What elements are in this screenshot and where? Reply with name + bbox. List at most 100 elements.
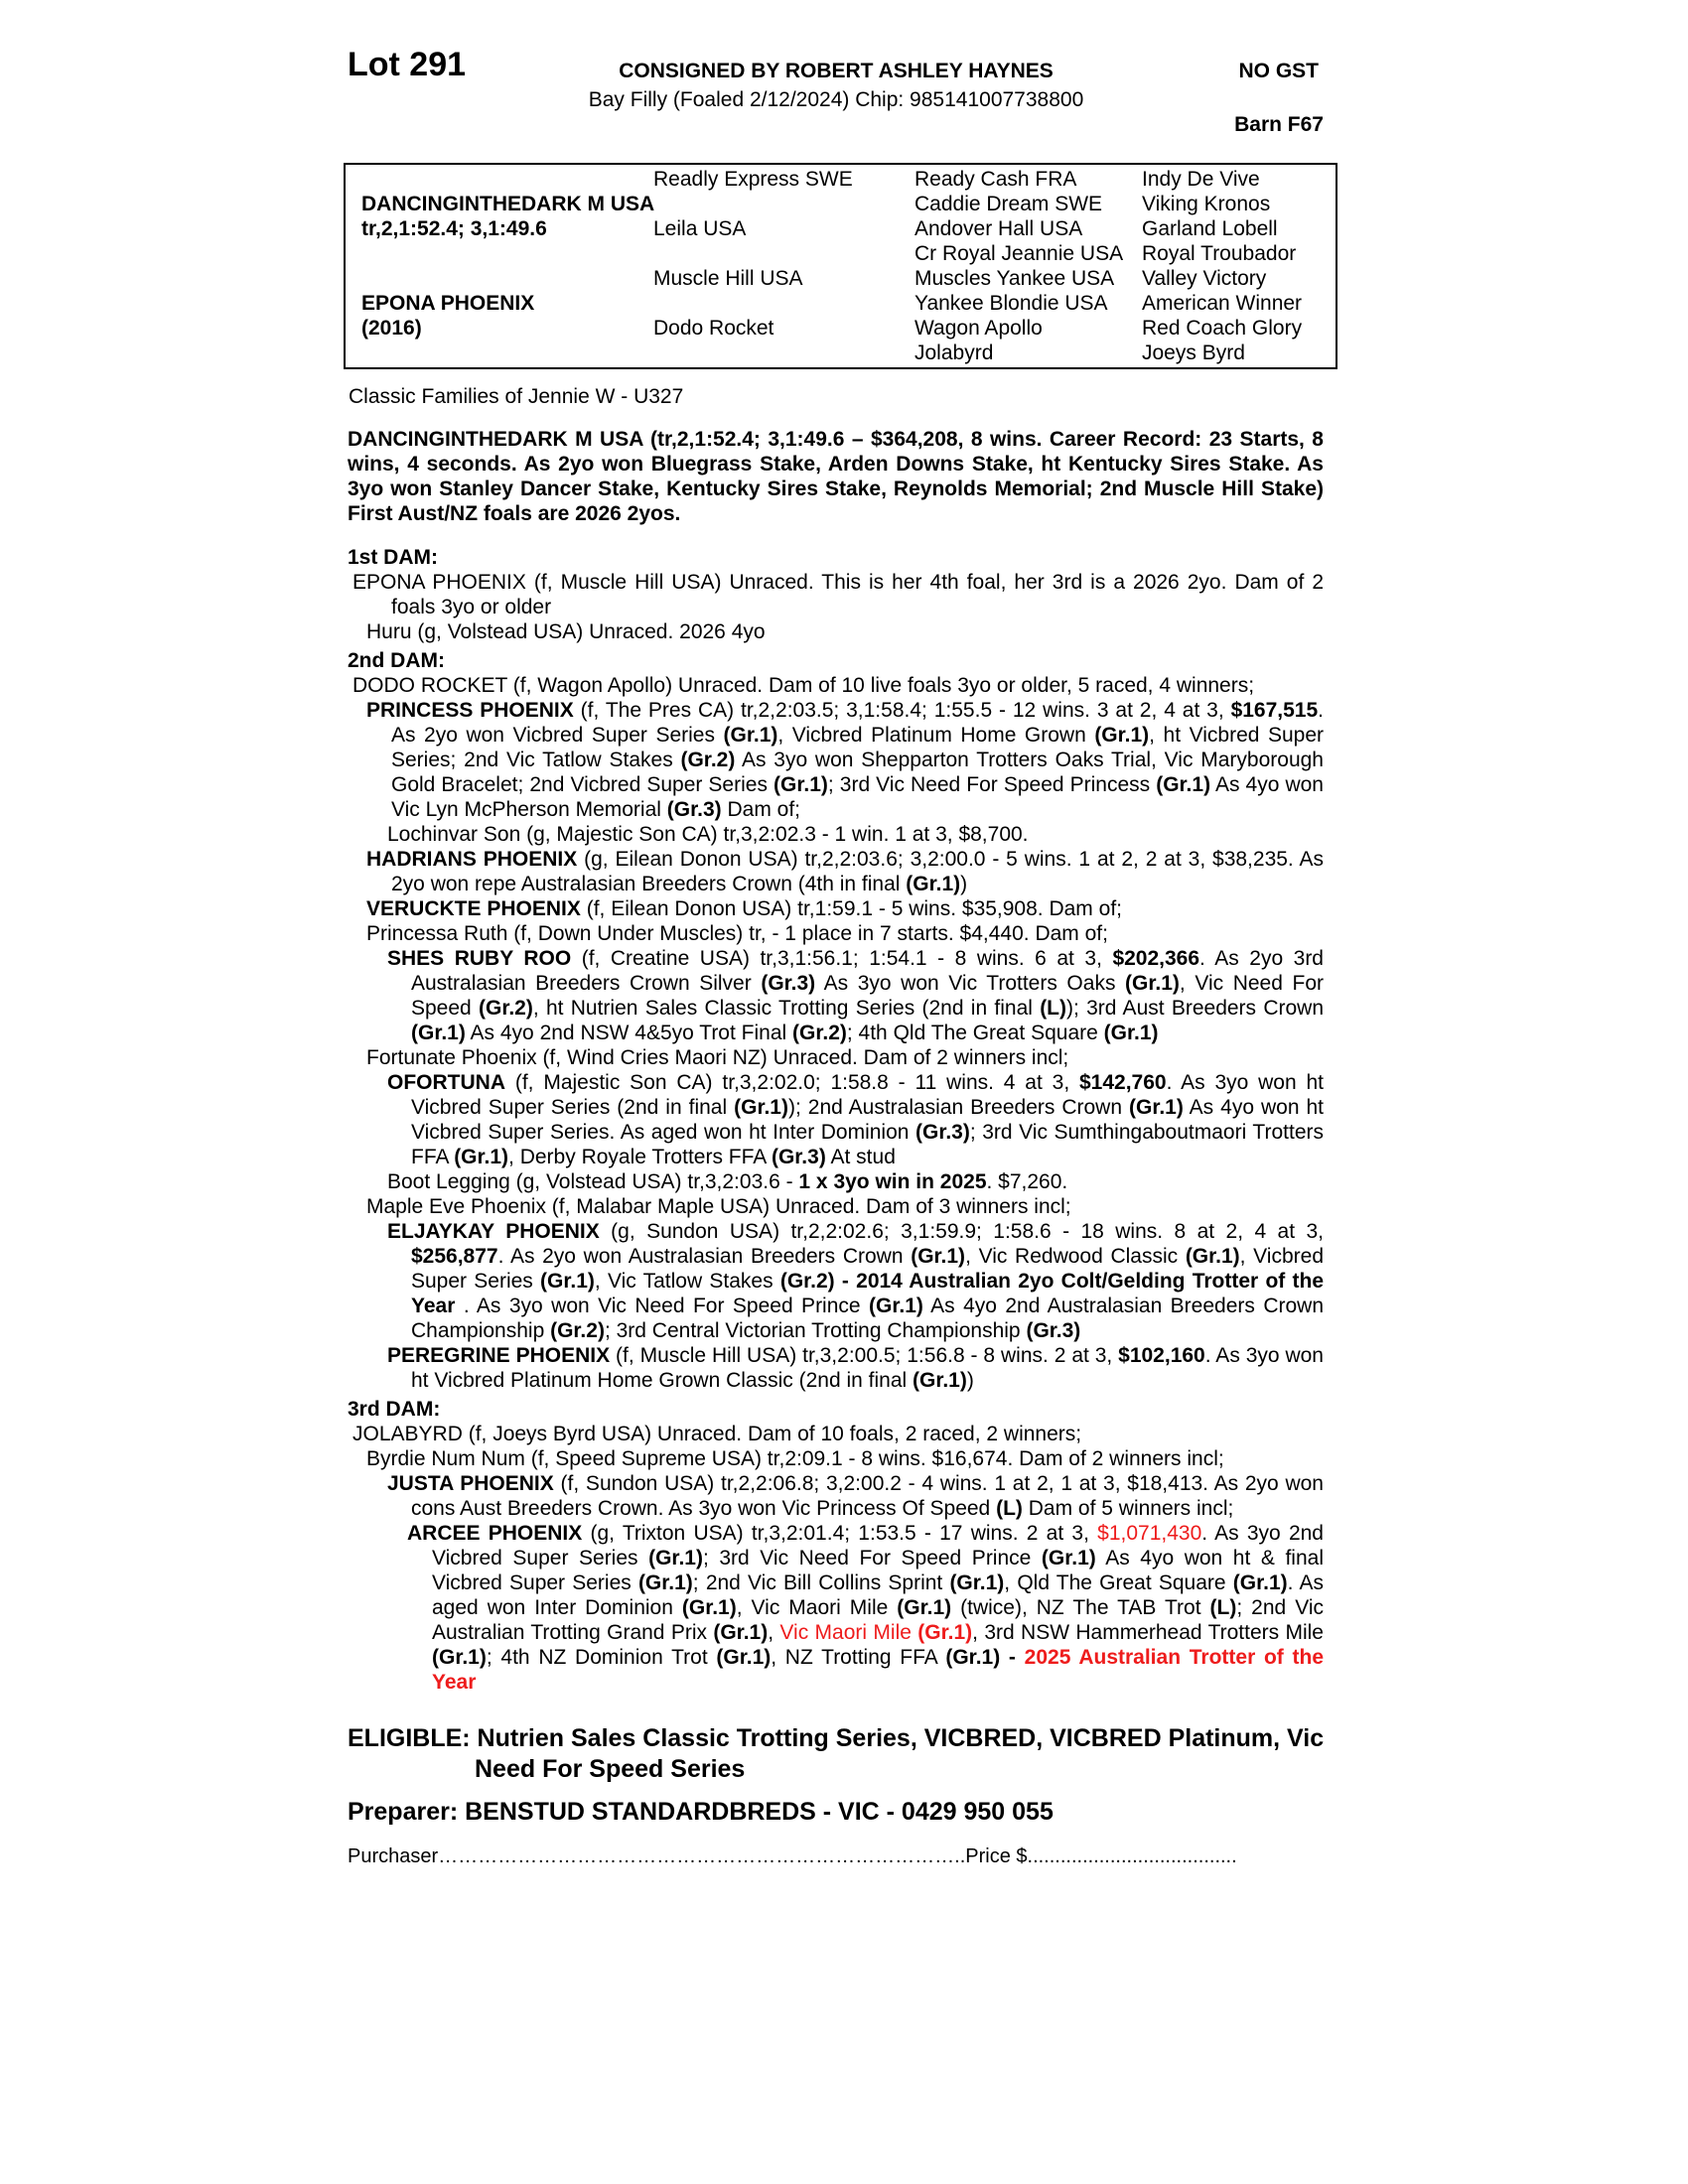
text-run: , Vicbred Super Series [411,1245,1325,1293]
text-run: (f, Eilean Donon USA) tr,1:59.1 - 5 wins… [580,897,1122,920]
bold-text: (Gr.1) [1094,724,1150,747]
bold-text: (Gr.1) [1185,1245,1240,1268]
produce-entry: Princessa Ruth (f, Down Under Muscles) t… [348,921,1324,946]
text-run: , Derby Royale Trotters FFA [508,1146,772,1168]
catalogue-body: DANCINGINTHEDARK M USA (tr,2,1:52.4; 3,1… [348,427,1324,1695]
gst-status: NO GST [1238,60,1319,82]
text-run: . $7,260. [986,1170,1068,1193]
produce-entry: PRINCESS PHOENIX (f, The Pres CA) tr,2,2… [348,698,1324,822]
text-run: (f, Majestic Son CA) tr,3,2:02.0; 1:58.8… [505,1071,1079,1094]
bold-text: (Gr.1) [540,1270,595,1293]
pedigree-table: DANCINGINTHEDARK M USA tr,2,1:52.4; 3,1:… [344,163,1337,369]
bold-text: (Gr.1) [949,1571,1005,1594]
produce-entry: HADRIANS PHOENIX (g, Eilean Donon USA) t… [348,847,1324,896]
bold-text: (Gr.1) [869,1295,923,1317]
bold-text: (Gr.1) [897,1596,952,1619]
text-run: ) [960,873,968,895]
bold-text: $256,877 [411,1245,498,1268]
text-run: ; 3rd Central Victorian Trotting Champio… [604,1319,1027,1342]
pedigree-ancestor-gen2: Leila USA [653,217,747,240]
text-run: Princessa Ruth (f, Down Under Muscles) t… [366,922,1108,945]
text-run: ); 2nd Australasian Breeders Crown [787,1096,1129,1119]
pedigree-ancestor-gen2: Muscle Hill USA [653,267,803,290]
text-run: ; 2nd Vic Bill Collins Sprint [692,1571,950,1594]
pedigree-ancestor-gen4: American Winner [1142,292,1303,315]
pedigree-dam-year: (2016) [361,317,422,340]
text-run: As 4yo won ht & final Vicbred Super Seri… [432,1547,1324,1594]
pedigree-ancestor-gen3: Jolabyrd [914,341,994,364]
text-run: . As 2yo won Vicbred Super Series [391,699,1324,747]
highlight-text: 2025 Australian Trotter of the Year [432,1646,1325,1694]
pedigree-sire-record: tr,2,1:52.4; 3,1:49.6 [361,217,547,240]
text-run: EPONA PHOENIX (f, Muscle Hill USA) Unrac… [352,571,1324,618]
bold-text: (Gr.1) [774,773,828,796]
bold-text: PEREGRINE PHOENIX [387,1344,611,1367]
text-run: , Vicbred Platinum Home Grown [777,724,1095,747]
bold-text: (Gr.1) [713,1621,769,1644]
bold-text: (Gr.1) [454,1146,509,1168]
barn-location: Barn F67 [1234,113,1324,136]
text-run: (g, Eilean Donon USA) tr,2,2:03.6; 3,2:0… [391,848,1324,895]
bold-text: (Gr.1) [716,1646,772,1669]
text-run: , ht Vicbred Super Series; 2nd Vic Tatlo… [391,724,1325,771]
text-run: , Qld The Great Square [1004,1571,1233,1594]
text-run: . As 3yo won ht Vicbred Super Series (2n… [411,1071,1324,1119]
bold-text: (Gr.1) [913,1369,967,1392]
produce-entry: DODO ROCKET (f, Wagon Apollo) Unraced. D… [348,673,1324,698]
bold-text: (Gr.1) [1232,1571,1288,1594]
pedigree-ancestor-gen3: Andover Hall USA [914,217,1083,240]
family-line: Classic Families of Jennie W - U327 [349,385,684,408]
text-run: (f, Creatine USA) tr,3,1:56.1; 1:54.1 - … [571,947,1113,970]
text-run: ; 4th NZ Dominion Trot [486,1646,717,1669]
pedigree-dam-name: EPONA PHOENIX [361,292,535,315]
produce-entry: VERUCKTE PHOENIX (f, Eilean Donon USA) t… [348,896,1324,921]
text-run: (f, Sundon USA) tr,2,2:06.8; 3,2:00.2 - … [411,1472,1324,1520]
pedigree-ancestor-gen3: Yankee Blondie USA [914,292,1108,315]
produce-entry: Huru (g, Volstead USA) Unraced. 2026 4yo [348,619,1324,644]
produce-entry: Maple Eve Phoenix (f, Malabar Maple USA)… [348,1194,1324,1219]
highlight-text: (Gr.1) [917,1621,973,1644]
text-run: Lochinvar Son (g, Majestic Son CA) tr,3,… [387,823,1029,846]
bold-text: VERUCKTE PHOENIX [366,897,581,920]
footer: ELIGIBLE: Nutrien Sales Classic Trotting… [348,1723,1331,1868]
bold-text: (Gr.1) [734,1096,788,1119]
pedigree-ancestor-gen4: Royal Troubador [1142,242,1297,265]
text-run: ; 3rd Vic Sumthingaboutmaori Trotters FF… [411,1121,1324,1168]
text-run: , Vic Redwood Classic [965,1245,1186,1268]
bold-text: (Gr.3) [771,1146,826,1168]
bold-text: (Gr.1) [432,1646,487,1669]
pedigree-ancestor-gen4: Red Coach Glory [1142,317,1303,340]
text-run: Maple Eve Phoenix (f, Malabar Maple USA)… [366,1195,1071,1218]
text-run: Byrdie Num Num (f, Speed Supreme USA) tr… [366,1447,1224,1470]
bold-text: (L) [1040,997,1067,1020]
text-run: ; 3rd Vic Need For Speed Princess [827,773,1157,796]
text-run: . As 3yo won ht Vicbred Platinum Home Gr… [411,1344,1324,1392]
pedigree-ancestor-gen4: Joeys Byrd [1142,341,1245,364]
text-run: As 4yo won Vic Lyn McPherson Memorial [391,773,1324,821]
produce-entry: SHES RUBY ROO (f, Creatine USA) tr,3,1:5… [348,946,1324,1045]
produce-entry: JOLABYRD (f, Joeys Byrd USA) Unraced. Da… [348,1422,1324,1446]
bold-text: (L) [996,1497,1023,1520]
highlight-text: Vic Maori Mile [779,1621,918,1644]
text-run: ; 4th Qld The Great Square [846,1022,1104,1044]
text-run: At stud [825,1146,896,1168]
text-run: Dam of; [721,798,800,821]
dam-heading: 2nd DAM: [348,649,445,672]
produce-entry: ARCEE PHOENIX (g, Trixton USA) tr,3,2:01… [348,1521,1324,1695]
dam-sections: 1st DAM: EPONA PHOENIX (f, Muscle Hill US… [348,545,1324,1695]
bold-text: $167,515 [1230,699,1319,722]
preparer: Preparer: BENSTUD STANDARDBREDS - VIC - … [348,1798,1054,1826]
bold-text: (Gr.1) [906,873,961,895]
bold-text: ARCEE PHOENIX [407,1522,583,1545]
pedigree-ancestor-gen4: Indy De Vive [1142,168,1260,191]
text-run: As 4yo 2nd Australasian Breeders Crown C… [411,1295,1325,1342]
text-run: JOLABYRD (f, Joeys Byrd USA) Unraced. Da… [352,1423,1082,1445]
text-run: . As aged won Inter Dominion [432,1571,1324,1619]
bold-text: HADRIANS PHOENIX [366,848,578,871]
lot-number: Lot 291 [348,46,467,83]
bold-text: (L) [1209,1596,1237,1619]
text-run: (g, Trixton USA) tr,3,2:01.4; 1:53.5 - 1… [582,1522,1098,1545]
pedigree-ancestor-gen4: Valley Victory [1142,267,1267,290]
text-run: . As 3yo 2nd Vicbred Super Series [432,1522,1324,1570]
bold-text: (Gr.1) [1041,1547,1096,1570]
